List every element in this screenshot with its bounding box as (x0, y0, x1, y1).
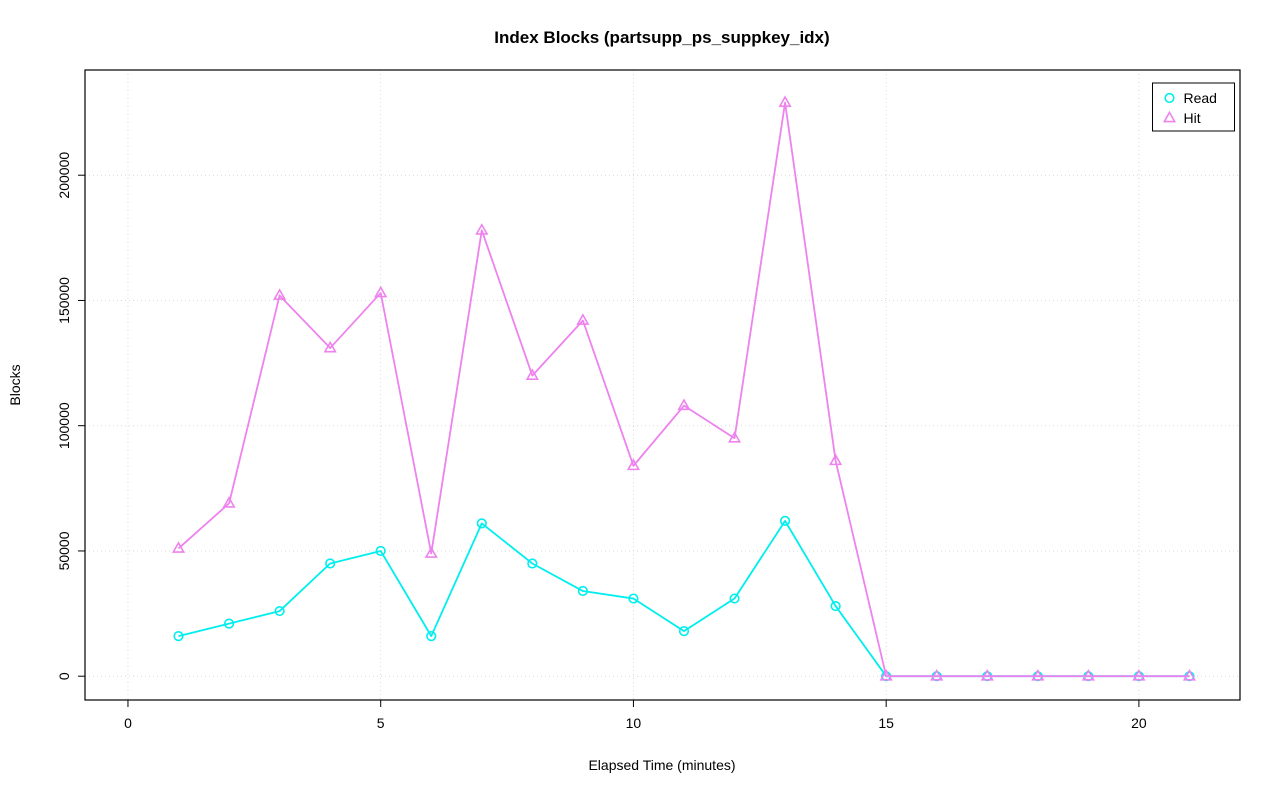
data-point-triangle (829, 453, 843, 466)
data-point-circle (527, 558, 538, 569)
data-point-circle (173, 631, 184, 642)
x-axis-label: Elapsed Time (minutes) (588, 757, 735, 773)
data-point-triangle (323, 340, 337, 353)
data-point-circle (830, 600, 841, 612)
legend-box (1152, 82, 1235, 132)
data-point-triangle (171, 541, 186, 553)
data-point-circle (325, 558, 336, 569)
data-point-triangle (273, 288, 287, 300)
y-tick-label: 100000 (56, 402, 72, 449)
data-point-triangle (1162, 110, 1177, 123)
data-point-circle (426, 631, 437, 642)
data-point-triangle (1031, 668, 1045, 681)
data-point-circle (779, 515, 791, 526)
data-point-triangle (576, 313, 590, 325)
data-point-triangle (222, 496, 236, 508)
data-point-circle (274, 605, 285, 617)
data-point-triangle (374, 285, 388, 298)
data-point-circle (375, 545, 386, 557)
data-point-triangle (677, 398, 691, 411)
plot-border (84, 69, 1241, 701)
data-point-triangle (1182, 668, 1197, 681)
x-tick-label: 15 (878, 715, 894, 731)
series-line-read (178, 519, 1190, 678)
data-point-triangle (778, 95, 792, 107)
data-point-triangle (727, 431, 742, 443)
x-tick-label: 10 (626, 715, 642, 731)
x-tick-label: 0 (124, 715, 132, 731)
data-point-triangle (525, 368, 539, 381)
data-point-circle (628, 593, 639, 604)
y-tick-label: 150000 (56, 277, 72, 324)
data-point-circle (678, 626, 690, 637)
data-point-circle (577, 585, 588, 597)
y-tick-label: 50000 (56, 531, 72, 570)
data-point-triangle (626, 458, 641, 471)
data-point-circle (1164, 92, 1175, 104)
y-tick-label: 200000 (56, 152, 72, 199)
data-point-circle (223, 618, 235, 629)
chart-title: Index Blocks (partsupp_ps_suppkey_idx) (494, 28, 829, 47)
x-tick-label: 20 (1131, 715, 1147, 731)
legend-label-hit: Hit (1184, 110, 1201, 126)
y-axis-label: Blocks (7, 364, 23, 405)
y-tick-label: 0 (56, 672, 72, 680)
data-point-triangle (1132, 668, 1146, 681)
plot-area: 0 5 10 15 20 0 50000 100000 150000 200000 Read Hit (56, 69, 1241, 731)
data-point-triangle (980, 668, 994, 681)
legend-label-read: Read (1184, 90, 1217, 106)
data-point-triangle (1081, 668, 1095, 681)
data-point-triangle (475, 223, 489, 235)
x-tick-label: 5 (377, 715, 385, 731)
data-point-triangle (424, 546, 438, 558)
data-point-circle (729, 593, 740, 604)
series-line-hit (177, 101, 1190, 678)
data-point-triangle (930, 668, 944, 681)
data-point-circle (476, 518, 487, 529)
data-point-triangle (879, 668, 893, 681)
